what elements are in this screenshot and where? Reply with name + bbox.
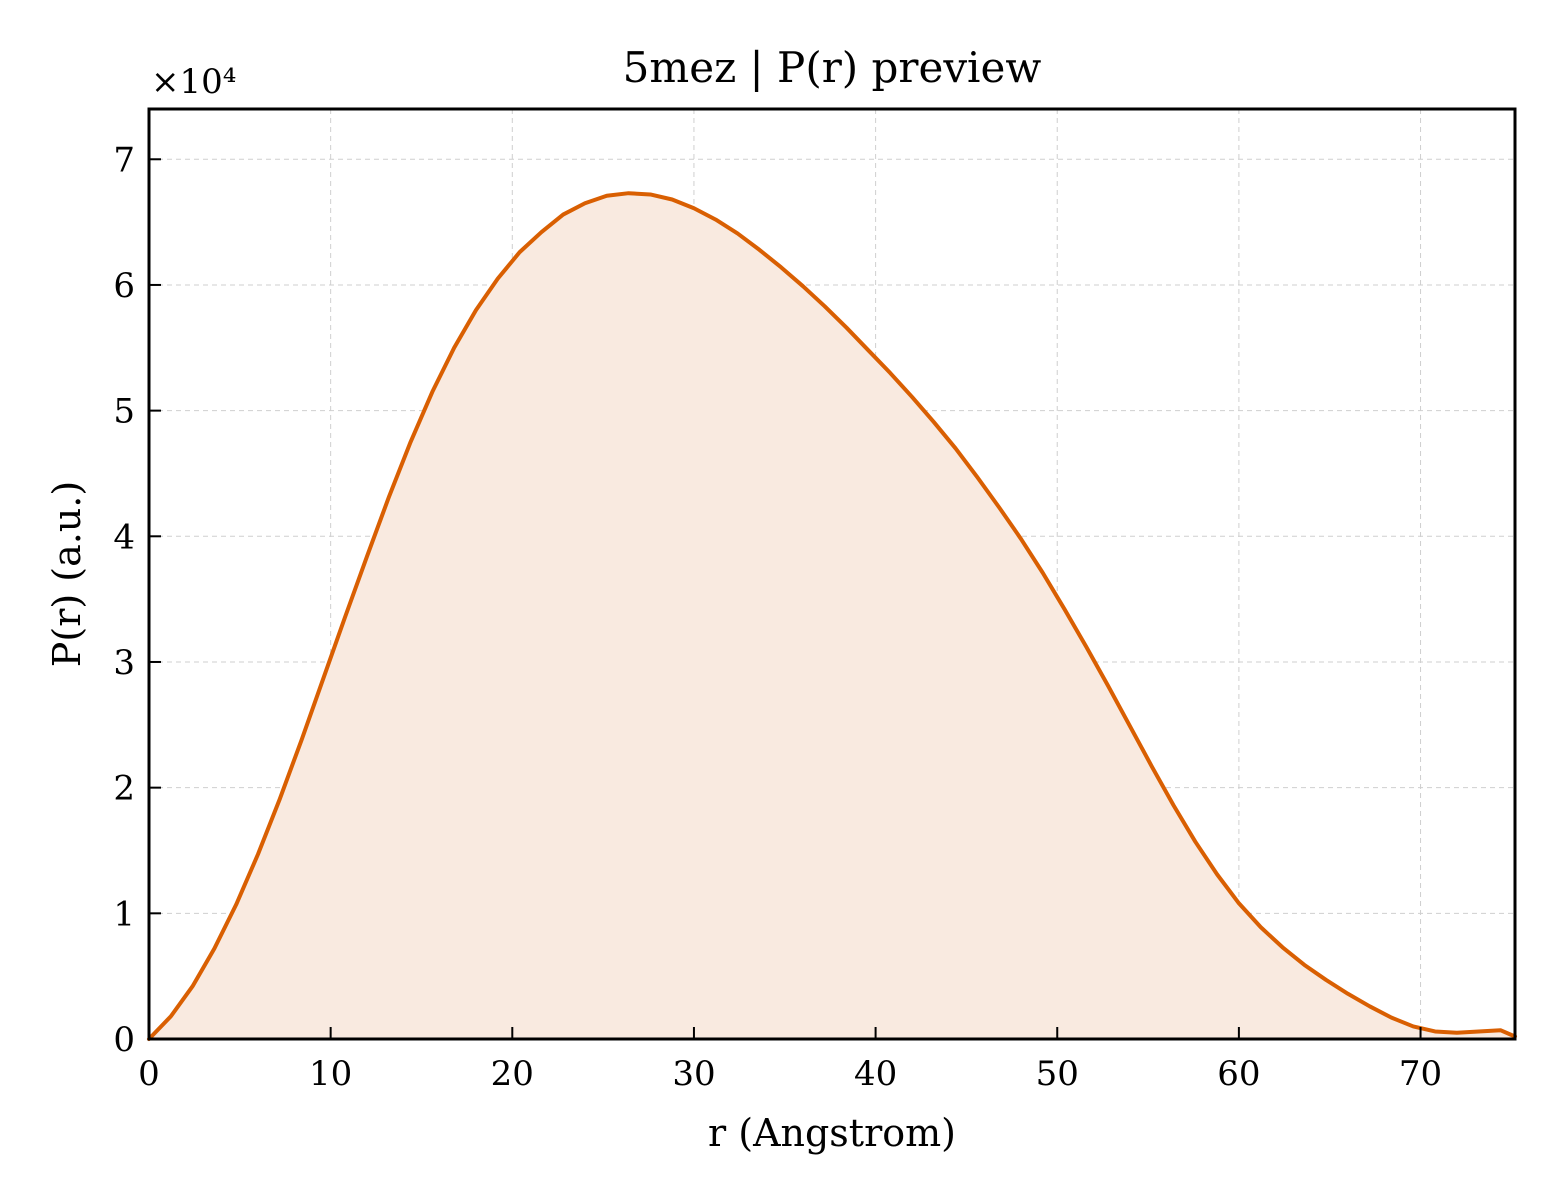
y-tick-label: 6	[113, 266, 135, 306]
y-tick-label: 0	[113, 1020, 135, 1060]
y-tick-label: 7	[113, 140, 135, 180]
y-tick-label: 5	[113, 392, 135, 432]
y-tick-label: 4	[113, 517, 135, 557]
x-tick-label: 60	[1217, 1054, 1260, 1094]
axis-ticks: 0 10 20 30 40 50 60 70 0 1 2 3 4 5 6 7	[113, 140, 1442, 1094]
x-tick-label: 0	[138, 1054, 160, 1094]
y-tick-label: 2	[113, 769, 135, 809]
y-multiplier-label: ×10⁴	[151, 62, 236, 102]
series-line	[147, 191, 1517, 1041]
y-axis-title: P(r) (a.u.)	[45, 481, 89, 667]
x-tick-label: 70	[1399, 1054, 1442, 1094]
plot-frame	[147, 107, 1517, 1041]
x-tick-label: 50	[1036, 1054, 1079, 1094]
x-tick-label: 20	[491, 1054, 534, 1094]
x-tick-label: 40	[854, 1054, 897, 1094]
x-tick-label: 30	[672, 1054, 715, 1094]
chart-title: 5mez | P(r) preview	[623, 43, 1042, 92]
area-fill	[149, 193, 1515, 1039]
y-tick-label: 3	[113, 643, 135, 683]
x-tick-label: 10	[309, 1054, 352, 1094]
y-tick-label: 1	[113, 894, 135, 934]
x-axis-title: r (Angstrom)	[708, 1111, 956, 1155]
